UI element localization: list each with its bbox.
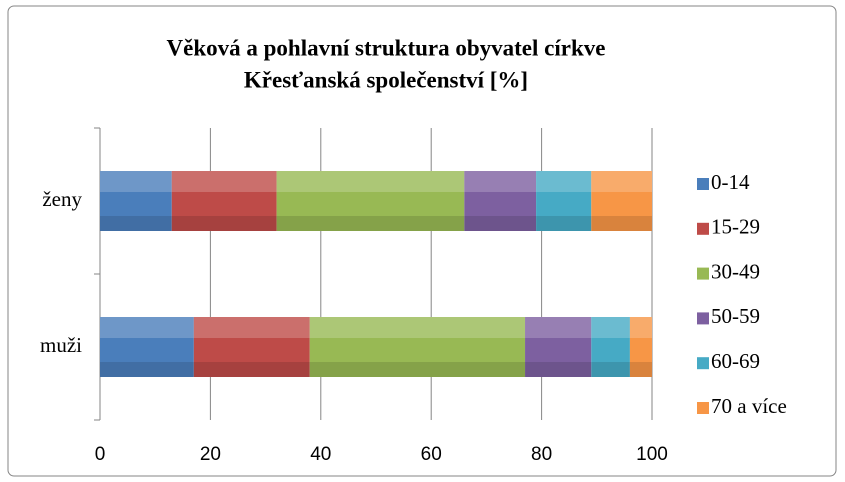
bar-highlight — [100, 317, 194, 338]
bar-segment — [536, 171, 592, 231]
bar-shadow — [100, 362, 194, 377]
x-tick-label: 40 — [310, 444, 331, 465]
legend-swatch — [697, 178, 709, 190]
bar-highlight — [536, 171, 592, 192]
bar-highlight — [629, 317, 652, 338]
legend-label: 30-49 — [711, 259, 760, 283]
bar-segment — [171, 171, 277, 231]
bar-segment — [276, 171, 465, 231]
bar-highlight — [591, 317, 630, 338]
bar-shadow — [309, 362, 526, 377]
bar-highlight — [464, 171, 537, 192]
legend-swatch — [697, 312, 709, 325]
bar-shadow — [591, 216, 652, 231]
bar-shadow — [525, 362, 592, 377]
bar-segment — [193, 317, 310, 377]
legend-label: 60-69 — [711, 349, 760, 373]
chart-title: Věková a pohlavní struktura obyvatel cír… — [167, 35, 606, 60]
bar-shadow — [629, 362, 652, 377]
bar-segment — [591, 317, 630, 377]
bar-highlight — [591, 171, 652, 192]
bar-shadow — [464, 216, 537, 231]
bar-segment — [525, 317, 592, 377]
legend-swatch — [697, 267, 709, 280]
bar-segment — [629, 317, 652, 377]
legend-label: 15-29 — [711, 215, 760, 239]
bar-shadow — [536, 216, 592, 231]
legend-label: 70 a více — [711, 394, 787, 418]
x-tick-label: 80 — [531, 444, 552, 465]
chart-title: Křesťanská společenství [%] — [244, 67, 528, 92]
x-tick-label: 20 — [200, 444, 221, 465]
bar-highlight — [193, 317, 310, 338]
bar-segment — [100, 171, 172, 231]
bar-highlight — [276, 171, 465, 192]
legend-swatch — [697, 222, 709, 235]
bar-shadow — [171, 216, 277, 231]
x-tick-label: 0 — [95, 444, 106, 465]
x-tick-label: 60 — [421, 444, 442, 465]
legend-swatch — [697, 357, 709, 370]
bar-segment — [464, 171, 537, 231]
bar-segment — [309, 317, 526, 377]
bar-highlight — [100, 171, 172, 192]
bar-highlight — [309, 317, 526, 338]
bar-segment — [591, 171, 652, 231]
bar-shadow — [591, 362, 630, 377]
x-tick-label: 100 — [636, 444, 668, 465]
bar-segment — [100, 317, 194, 377]
y-tick-label: muži — [40, 333, 82, 357]
bar-highlight — [171, 171, 277, 192]
legend-swatch — [697, 402, 709, 414]
y-tick-label: ženy — [42, 187, 82, 211]
legend-label: 0-14 — [711, 170, 750, 194]
bar-highlight — [525, 317, 592, 338]
bar-shadow — [276, 216, 465, 231]
bar-shadow — [193, 362, 310, 377]
legend-label: 50-59 — [711, 304, 760, 328]
bar-shadow — [100, 216, 172, 231]
